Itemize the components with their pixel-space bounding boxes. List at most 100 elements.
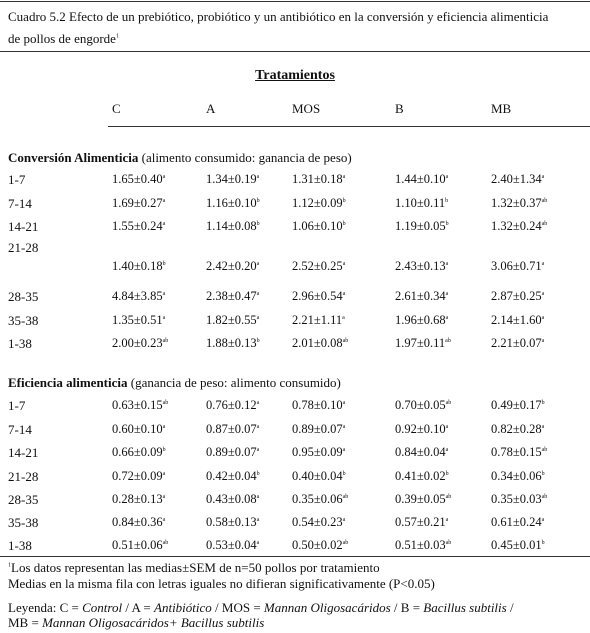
table-cell: 2.38±0.47a xyxy=(206,289,260,303)
significance-letter: a xyxy=(445,314,449,321)
row-label: 7-14 xyxy=(8,422,32,437)
legend-line-1: Leyenda: C = Control / A = Antibiótico /… xyxy=(8,600,514,615)
significance-letter: a xyxy=(342,399,346,406)
significance-letter: a xyxy=(342,516,346,523)
significance-letter: ab xyxy=(445,399,452,406)
significance-letter: a xyxy=(256,423,260,430)
table-cell: 2.96±0.54a xyxy=(292,289,346,303)
table-cell: 0.66±0.09b xyxy=(112,445,166,459)
table-cell: 1.40±0.18b xyxy=(112,259,166,273)
significance-letter: a xyxy=(342,423,346,430)
significance-letter: b xyxy=(445,470,449,477)
row-label: 28-35 xyxy=(8,492,39,507)
significance-letter: ab xyxy=(342,539,349,546)
significance-letter: b xyxy=(342,197,346,204)
significance-letter: a xyxy=(256,516,260,523)
table-cell: 2.43±0.13a xyxy=(395,259,449,273)
significance-letter: a xyxy=(256,539,260,546)
table-cell: 0.45±0.01b xyxy=(491,538,545,552)
row-label: 14-21 xyxy=(8,219,39,234)
table-cell: 0.63±0.15ab xyxy=(112,398,169,412)
col-header-b: B xyxy=(395,101,404,116)
significance-letter: b xyxy=(256,197,260,204)
caption-rule xyxy=(0,51,590,52)
table-cell: 1.65±0.40a xyxy=(112,172,166,186)
table-cell: 1.14±0.08b xyxy=(206,219,260,233)
table-cell: 0.35±0.06ab xyxy=(292,492,349,506)
significance-letter: a xyxy=(541,337,545,344)
top-rule xyxy=(0,1,590,2)
table-cell: 0.51±0.06ab xyxy=(112,538,169,552)
significance-letter: ab xyxy=(445,493,452,500)
table-cell: 0.34±0.06b xyxy=(491,469,545,483)
table-cell: 0.92±0.10a xyxy=(395,422,449,436)
significance-letter: a xyxy=(256,260,260,267)
table-cell: 0.60±0.10a xyxy=(112,422,166,436)
significance-letter: a xyxy=(541,173,545,180)
table-cell: 0.42±0.04b xyxy=(206,469,260,483)
table-cell: 1.44±0.10a xyxy=(395,172,449,186)
table-cell: 2.21±1.11a xyxy=(292,313,345,327)
significance-letter: a xyxy=(162,314,166,321)
table-cell: 0.89±0.07a xyxy=(206,445,260,459)
table-cell: 0.40±0.04b xyxy=(292,469,346,483)
table-cell: 0.53±0.04a xyxy=(206,538,260,552)
table-cell: 0.76±0.12a xyxy=(206,398,260,412)
significance-letter: b xyxy=(445,197,449,204)
significance-letter: a xyxy=(162,173,166,180)
table-cell: 0.84±0.04a xyxy=(395,445,449,459)
significance-letter: a xyxy=(256,290,260,297)
significance-letter: ab xyxy=(162,539,169,546)
significance-letter: a xyxy=(256,446,260,453)
significance-letter: a xyxy=(541,314,545,321)
table-cell: 0.95±0.09a xyxy=(292,445,346,459)
table-cell: 1.32±0.24ab xyxy=(491,219,548,233)
col-header-mb: MB xyxy=(491,101,512,116)
col-header-c: C xyxy=(112,101,121,116)
row-label: 1-7 xyxy=(8,172,26,187)
table-cell: 0.82±0.28a xyxy=(491,422,545,436)
table-cell: 0.61±0.24a xyxy=(491,515,545,529)
table-cell: 0.28±0.13a xyxy=(112,492,166,506)
significance-letter: a xyxy=(445,260,449,267)
significance-letter: a xyxy=(541,516,545,523)
significance-letter: ab xyxy=(541,493,548,500)
row-label: 28-35 xyxy=(8,289,39,304)
table-cell: 1.96±0.68a xyxy=(395,313,449,327)
table-cell: 0.89±0.07a xyxy=(292,422,346,436)
table-cell: 2.14±1.60a xyxy=(491,313,545,327)
table-cell: 0.58±0.13a xyxy=(206,515,260,529)
treatments-heading: Tratamientos xyxy=(255,68,335,83)
table-cell: 2.61±0.34a xyxy=(395,289,449,303)
significance-letter: b xyxy=(342,220,346,227)
footnote-1: 1Los datos representan las medias±SEM de… xyxy=(8,560,380,575)
row-label: 21-28 xyxy=(8,469,39,484)
table-cell: 2.40±1.34a xyxy=(491,172,545,186)
row-label: 35-38 xyxy=(8,313,39,328)
significance-letter: b xyxy=(541,539,545,546)
significance-letter: a xyxy=(162,290,166,297)
significance-letter: a xyxy=(162,516,166,523)
significance-letter: b xyxy=(541,399,545,406)
table-cell: 0.72±0.09a xyxy=(112,469,166,483)
row-label: 7-14 xyxy=(8,196,32,211)
significance-letter: b xyxy=(342,470,346,477)
table-cell: 0.57±0.21a xyxy=(395,515,449,529)
significance-letter: a xyxy=(256,173,260,180)
table-cell: 0.43±0.08a xyxy=(206,492,260,506)
caption-line-1: Cuadro 5.2 Efecto de un prebiótico, prob… xyxy=(8,9,549,24)
significance-letter: b xyxy=(162,260,166,267)
significance-letter: a xyxy=(162,493,166,500)
bottom-rule xyxy=(0,556,590,557)
significance-letter: a xyxy=(541,290,545,297)
table-cell: 1.06±0.10b xyxy=(292,219,346,233)
row-label: 21-28 xyxy=(8,240,39,255)
table-cell: 1.35±0.51a xyxy=(112,313,166,327)
footnote-2: Medias en la misma fila con letras igual… xyxy=(8,576,435,591)
table-caption: Cuadro 5.2 Efecto de un prebiótico, prob… xyxy=(8,6,584,50)
section-title-efficiency: Eficiencia alimenticia (ganancia de peso… xyxy=(8,375,341,390)
significance-letter: ab xyxy=(162,399,169,406)
significance-letter: a xyxy=(162,220,166,227)
table-cell: 0.49±0.17b xyxy=(491,398,545,412)
significance-letter: a xyxy=(445,423,449,430)
